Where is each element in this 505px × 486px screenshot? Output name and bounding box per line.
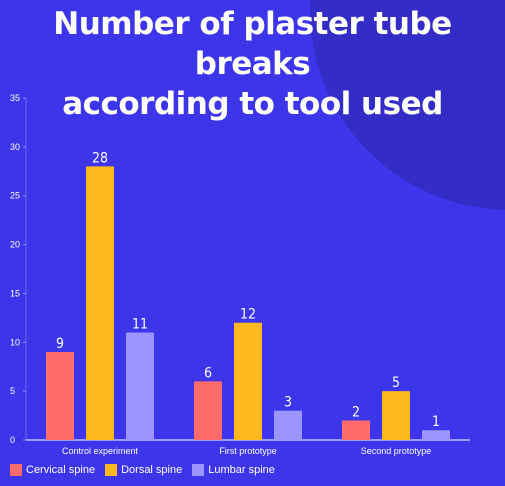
x-category-label: Second prototype [361,446,432,456]
x-category-label: Control experiment [62,446,139,456]
y-tick-label: 0 [10,435,15,445]
y-tick-label: 10 [10,337,20,347]
legend-item-lumbar[interactable]: Lumbar spine [192,464,275,476]
bar [382,391,410,440]
chart-title: Number of plaster tube breaks according … [0,4,505,124]
y-tick-label: 20 [10,240,20,250]
bar [234,322,262,440]
legend-label-dorsal: Dorsal spine [121,464,183,476]
bar-data-label: 2 [352,404,360,420]
legend-swatch-lumbar [192,464,205,476]
legend-swatch-dorsal [105,464,118,476]
bar-data-label: 11 [132,317,148,333]
y-tick-label: 15 [10,288,20,298]
bar [126,332,154,440]
bar-data-label: 28 [92,150,108,166]
bar [342,420,370,440]
bar [422,430,450,440]
bar [274,410,302,440]
chart-legend: Cervical spine Dorsal spine Lumbar spine [10,462,275,478]
chart-title-line-2: according to tool used [62,86,443,122]
legend-label-lumbar: Lumbar spine [208,464,275,476]
legend-label-cervical: Cervical spine [26,464,96,476]
chart-bars: 9 28 11 6 12 3 2 5 1 [46,150,450,440]
chart-title-line-1: Number of plaster tube breaks [53,6,452,82]
bar-data-label: 12 [240,307,256,323]
bar-data-label: 9 [56,336,64,352]
legend-item-cervical[interactable]: Cervical spine [10,464,95,476]
x-category-label: First prototype [219,446,277,456]
y-tick-label: 5 [10,386,15,396]
bar [194,381,222,440]
y-tick-label: 30 [10,142,20,152]
legend-item-dorsal[interactable]: Dorsal spine [105,464,182,476]
bar-data-label: 3 [284,395,292,411]
y-tick-label: 25 [10,191,20,201]
bar [46,352,74,440]
legend-swatch-cervical [10,464,22,476]
y-tick-label: 35 [10,93,20,103]
bar-data-label: 5 [392,375,400,391]
bar [86,166,114,440]
bar-data-label: 1 [432,414,440,430]
bar-data-label: 6 [204,365,212,381]
